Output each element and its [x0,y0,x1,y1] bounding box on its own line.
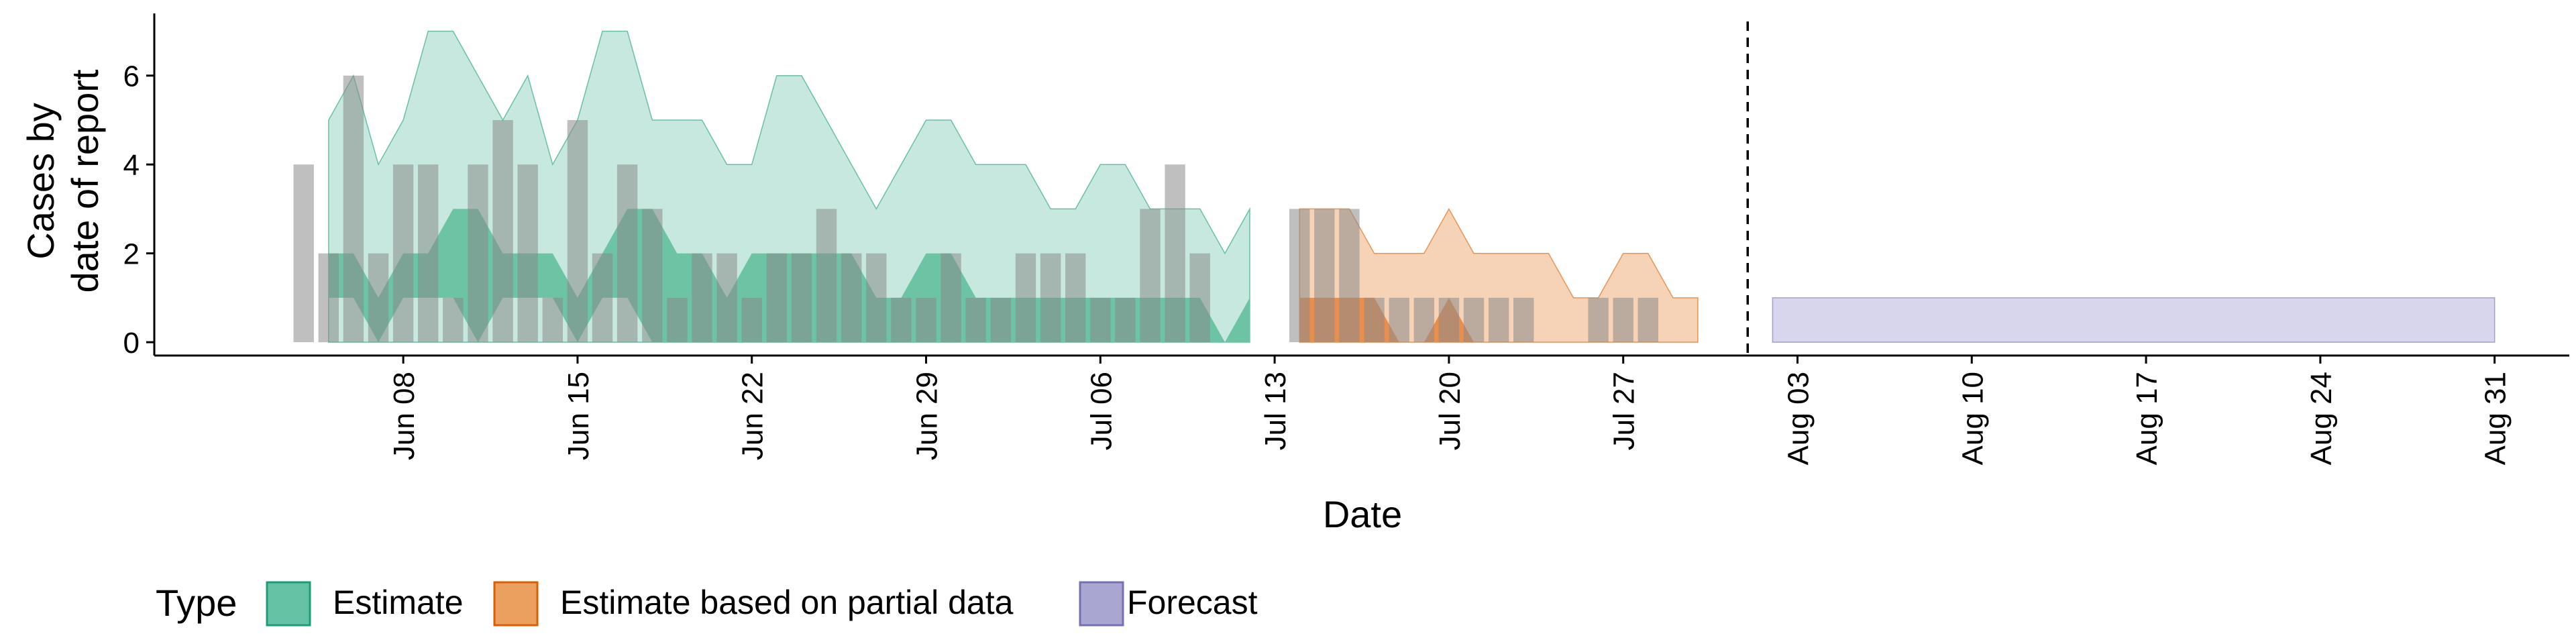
case-bar [1438,297,1460,343]
legend: Type Estimate Estimate based on partial … [156,581,1258,627]
x-tick-label: Jun 22 [737,372,769,460]
x-tick-label: Jul 27 [1608,372,1641,450]
case-bar [716,253,737,343]
case-bar [866,253,887,343]
case-bar [766,253,787,343]
x-tick-label: Aug 03 [1782,372,1815,465]
case-bar [791,253,812,343]
case-bar [418,164,439,343]
case-bar [1339,209,1360,343]
y-axis-label-line-1: Cases by [19,103,62,259]
case-bar [1488,297,1509,343]
case-bar [941,253,961,343]
x-tick-label: Jul 13 [1259,372,1292,450]
case-bar [343,75,364,343]
legend-label-partial: Estimate based on partial data [560,584,1014,621]
y-tick-label: 0 [123,327,140,360]
case-bar [1463,297,1485,343]
band-outer-forecast [1772,297,2496,343]
case-bar [1140,209,1161,343]
y-axis-label-line-2: date of report [64,69,106,293]
case-bar [692,253,712,343]
case-bar [1314,209,1335,343]
case-bar [1588,297,1609,343]
case-bar [1513,297,1534,343]
case-bar [1090,297,1111,343]
case-bar [741,297,762,343]
y-tick-label: 2 [123,238,140,271]
x-tick-label: Jul 20 [1434,372,1466,450]
x-tick-label: Aug 31 [2479,372,2512,465]
case-bar [592,253,613,343]
case-bar [368,253,389,343]
axes [153,13,2569,357]
x-tick-label: Jul 06 [1085,372,1118,450]
case-bar [1638,297,1658,343]
case-bar [542,297,563,343]
case-bar [891,297,912,343]
x-tick-label: Jun 29 [911,372,944,460]
legend-title: Type [156,582,237,624]
case-bar [392,164,414,343]
case-bar [990,297,1011,343]
case-bar [1065,253,1086,343]
legend-key-partial [493,581,539,627]
case-bar [816,209,837,343]
legend-key-estimate [266,581,311,627]
case-bar [1289,209,1310,343]
x-tick-label: Aug 17 [2131,372,2163,465]
case-bar [293,164,314,343]
case-bar [318,253,339,343]
y-tick-label: 6 [123,60,140,93]
case-bar [1015,253,1036,343]
case-bar [1189,253,1210,343]
case-bar [667,297,688,343]
tick-labels: 0 2 4 6 Jun 08 Jun 15 Jun 22 Jun 29 Jul 06 Jul 13… [123,60,2512,466]
case-bar [1040,253,1061,343]
x-tick-label: Jun 08 [388,372,421,460]
case-bar [1115,297,1136,343]
case-bar [841,253,862,343]
case-bar [1613,297,1633,343]
case-bar [1413,297,1434,343]
legend-key-forecast [1079,581,1124,627]
case-bar [916,297,936,343]
case-bar [642,209,663,343]
case-bar [517,164,538,343]
case-bar [492,120,513,343]
y-tick-label: 4 [123,149,140,182]
observed-case-bars [293,75,1658,343]
case-bar [1364,297,1385,343]
case-bar [965,297,986,343]
case-bar [443,297,464,343]
case-bar [468,164,488,343]
case-bar [1165,164,1185,343]
legend-label-estimate: Estimate [333,584,464,621]
legend-label-forecast: Forecast [1127,584,1258,621]
case-bar [616,164,638,343]
case-bar [1389,297,1409,343]
x-axis-label: Date [1323,493,1402,535]
x-tick-label: Jun 15 [562,372,595,460]
x-tick-label: Aug 24 [2305,372,2338,465]
x-tick-label: Aug 10 [1956,372,1989,465]
case-bar [567,120,588,343]
